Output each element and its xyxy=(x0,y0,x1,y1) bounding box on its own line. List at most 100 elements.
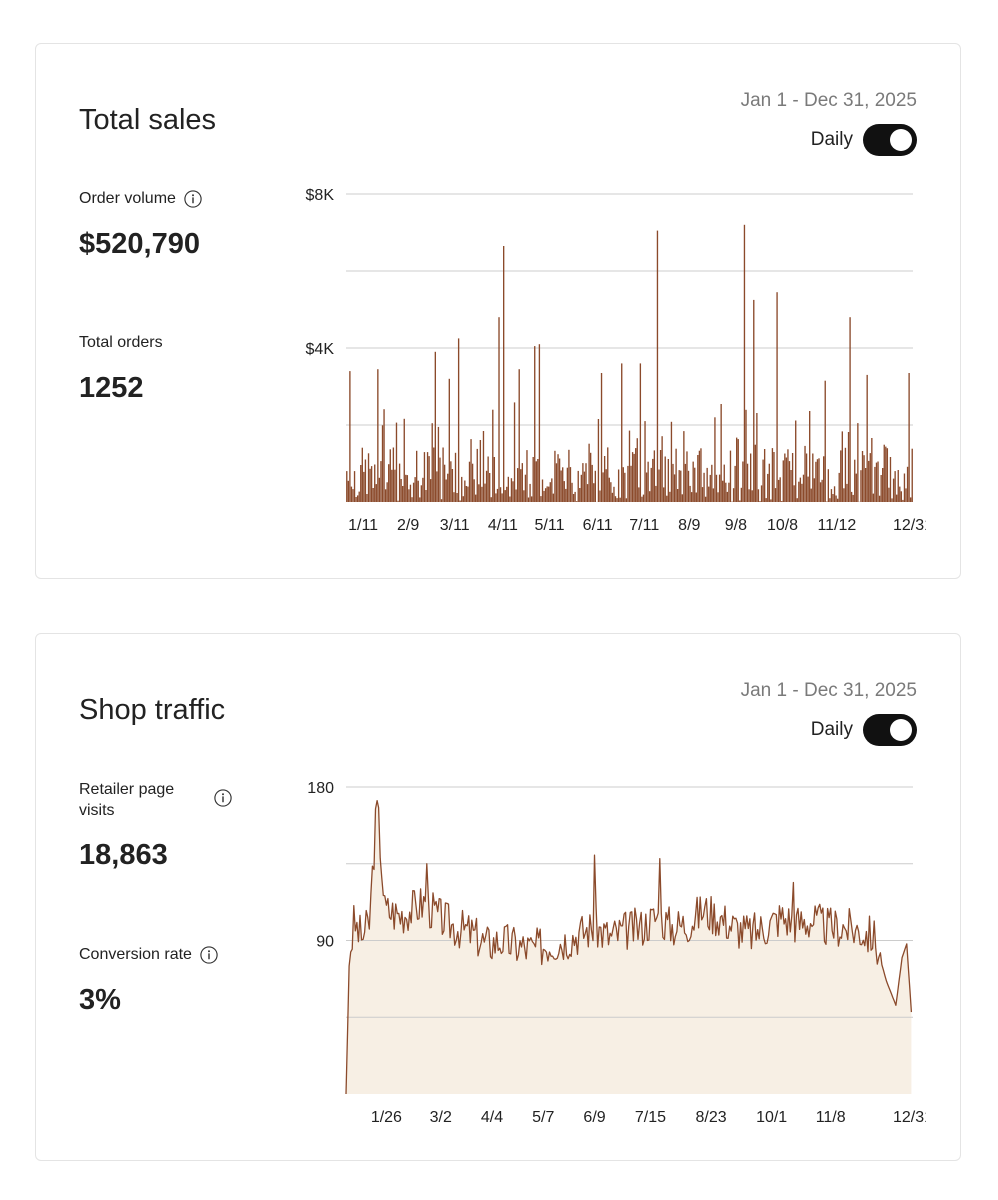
x-tick-label: 10/8 xyxy=(767,517,798,534)
bar xyxy=(875,462,878,502)
bar xyxy=(838,472,840,502)
bar xyxy=(631,452,634,502)
x-tick-label: 12/31 xyxy=(893,1109,926,1126)
bar xyxy=(381,425,384,502)
bar xyxy=(871,438,873,502)
bar xyxy=(782,460,784,502)
bar xyxy=(613,486,615,502)
bar xyxy=(790,470,792,502)
bar xyxy=(649,491,651,502)
bar xyxy=(526,450,528,502)
x-tick-label: 8/23 xyxy=(695,1109,726,1126)
bar xyxy=(443,464,446,502)
bar xyxy=(361,447,363,502)
total-sales-bar-chart[interactable]: $8K $4K 1/11 2/9 3/11 4/11 5/11 6/11 7/11 8/9 9/8 1… xyxy=(286,184,926,544)
bar xyxy=(889,457,892,502)
bar xyxy=(810,488,812,502)
bar xyxy=(369,468,371,502)
bar xyxy=(801,483,803,502)
bar xyxy=(812,453,814,502)
bar xyxy=(813,478,816,502)
bar xyxy=(416,450,418,502)
bar xyxy=(440,499,443,502)
bar xyxy=(419,497,421,502)
bar xyxy=(346,471,348,502)
bar xyxy=(523,490,525,502)
bar xyxy=(619,497,621,502)
bar xyxy=(680,470,682,502)
bar xyxy=(638,487,640,502)
total-sales-card: Total sales Jan 1 - Dec 31, 2025 Daily O… xyxy=(35,43,961,579)
bar xyxy=(701,487,704,502)
bar xyxy=(659,450,662,502)
bar xyxy=(708,486,710,502)
bar xyxy=(366,494,368,502)
bar xyxy=(880,475,882,502)
bar xyxy=(823,456,825,502)
bar xyxy=(905,488,907,502)
info-icon[interactable] xyxy=(200,946,219,964)
bar xyxy=(633,453,635,502)
bar xyxy=(409,484,412,502)
bar xyxy=(524,474,527,502)
bar xyxy=(645,472,648,502)
sales-daily-toggle[interactable] xyxy=(863,124,917,156)
bar xyxy=(482,431,485,502)
traffic-daily-toggle[interactable] xyxy=(863,714,917,746)
bar xyxy=(739,500,741,502)
order-volume-value: $520,790 xyxy=(79,228,200,260)
bar xyxy=(796,498,798,502)
retailer-page-visits-value: 18,863 xyxy=(79,839,168,871)
bar xyxy=(408,489,410,502)
bar xyxy=(565,488,567,502)
bar xyxy=(498,317,500,502)
x-tick-label: 11/8 xyxy=(816,1109,846,1126)
order-volume-label: Order volume xyxy=(79,190,176,207)
y-tick-label: 90 xyxy=(316,934,334,951)
bar xyxy=(535,461,537,502)
conversion-rate-label-row: Conversion rate xyxy=(79,944,219,965)
bar xyxy=(667,459,670,502)
y-tick-label: 180 xyxy=(307,780,334,797)
info-icon[interactable] xyxy=(184,190,203,208)
sales-date-range[interactable]: Jan 1 - Dec 31, 2025 xyxy=(740,90,917,111)
bar xyxy=(833,486,836,502)
bar xyxy=(546,486,548,502)
bar xyxy=(722,480,724,502)
bar xyxy=(506,486,508,502)
bar xyxy=(586,484,589,502)
bar xyxy=(628,430,631,502)
bar xyxy=(676,489,679,502)
bar xyxy=(776,292,778,502)
bar xyxy=(540,496,542,502)
bar xyxy=(591,464,593,502)
bar xyxy=(740,487,743,502)
bar xyxy=(411,497,413,502)
bar xyxy=(855,473,857,502)
total-orders-label: Total orders xyxy=(79,334,163,351)
bar xyxy=(600,373,603,502)
bar xyxy=(897,470,899,502)
bar xyxy=(732,488,735,502)
shop-traffic-area-chart[interactable]: 180 90 1/26 3/2 4/4 5/7 6/9 7/15 8/23 10/1 11/8 12/… xyxy=(286,774,926,1129)
bar xyxy=(538,344,541,502)
bar xyxy=(389,449,391,502)
bar xyxy=(734,465,736,502)
traffic-date-range[interactable]: Jan 1 - Dec 31, 2025 xyxy=(740,680,917,701)
bar xyxy=(496,488,499,502)
bar xyxy=(572,494,575,502)
info-icon[interactable] xyxy=(214,789,232,807)
bar xyxy=(639,363,642,502)
bar xyxy=(770,499,772,502)
bar xyxy=(798,481,800,502)
bar xyxy=(846,483,848,502)
bar xyxy=(566,467,569,502)
bar xyxy=(900,491,903,502)
bar xyxy=(599,490,601,502)
bar xyxy=(380,461,382,502)
bar xyxy=(569,467,572,502)
bar xyxy=(576,501,578,502)
bar xyxy=(364,459,367,502)
bar xyxy=(678,470,680,502)
bar xyxy=(830,489,833,502)
